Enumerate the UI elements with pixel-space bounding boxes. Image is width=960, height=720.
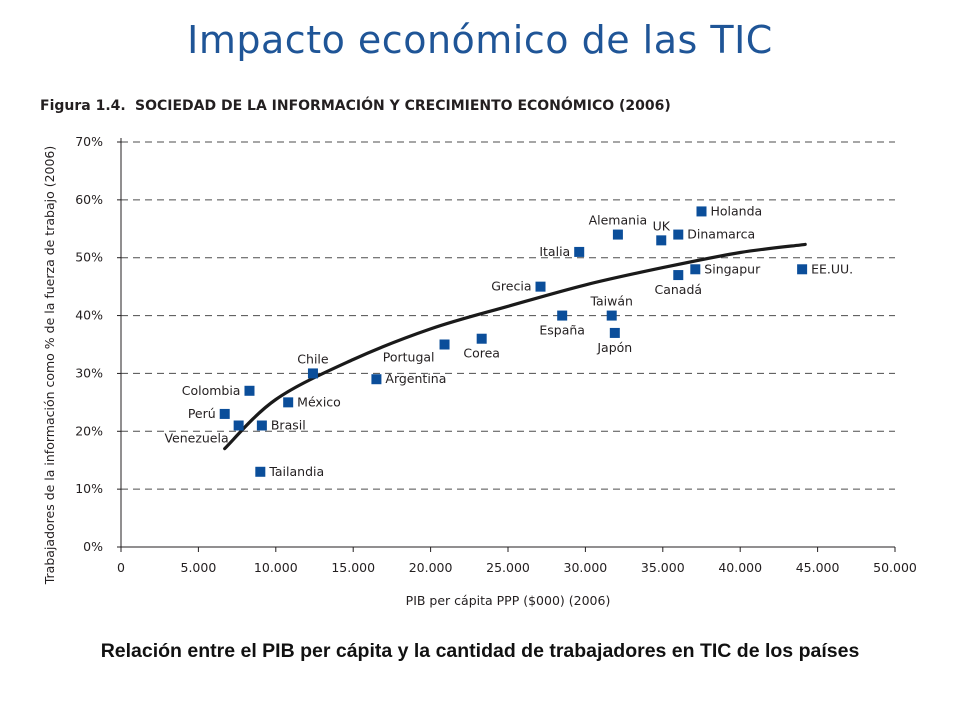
data-point bbox=[574, 246, 585, 257]
point-label: Alemania bbox=[589, 213, 648, 228]
data-point bbox=[307, 368, 318, 379]
x-tick-label: 40.000 bbox=[718, 560, 762, 575]
x-tick-label: 0 bbox=[117, 560, 125, 575]
scatter-chart: Figura 1.4. SOCIEDAD DE LA INFORMACIÓN Y… bbox=[0, 80, 960, 620]
data-point bbox=[255, 466, 266, 477]
y-tick-label: 30% bbox=[75, 365, 103, 380]
x-tick-label: 30.000 bbox=[564, 560, 608, 575]
gridlines bbox=[121, 141, 895, 490]
y-tick-label: 10% bbox=[75, 481, 103, 496]
y-tick-label: 70% bbox=[75, 134, 103, 149]
data-point bbox=[797, 264, 808, 275]
data-point bbox=[673, 229, 684, 240]
data-points bbox=[219, 206, 808, 477]
point-label: Tailandia bbox=[268, 464, 324, 479]
x-axis-title: PIB per cápita PPP ($000) (2006) bbox=[406, 593, 611, 608]
y-tick-label: 40% bbox=[75, 308, 103, 323]
data-point bbox=[696, 206, 707, 217]
data-point bbox=[656, 235, 667, 246]
x-tick-label: 5.000 bbox=[181, 560, 217, 575]
axes: 0% 10% 20% 30% 40% 50% 60% 70% 0 5.000 10.000 15.00… bbox=[75, 134, 917, 575]
data-point bbox=[612, 229, 623, 240]
trend-curve-path bbox=[223, 242, 807, 451]
x-tick-label: 20.000 bbox=[409, 560, 453, 575]
x-tick-label: 35.000 bbox=[641, 560, 685, 575]
x-tick-label: 45.000 bbox=[796, 560, 840, 575]
y-tick-label: 60% bbox=[75, 192, 103, 207]
data-point bbox=[690, 264, 701, 275]
data-point bbox=[233, 420, 244, 431]
data-point bbox=[256, 420, 267, 431]
x-tick-label: 25.000 bbox=[486, 560, 530, 575]
point-label: Singapur bbox=[704, 261, 761, 276]
slide-caption: Relación entre el PIB per cápita y la ca… bbox=[100, 640, 860, 662]
point-label: Grecia bbox=[491, 279, 531, 294]
point-label: Portugal bbox=[383, 350, 435, 365]
chart-title: SOCIEDAD DE LA INFORMACIÓN Y CRECIMIENTO… bbox=[135, 96, 671, 114]
point-label: Italia bbox=[539, 244, 570, 259]
data-point bbox=[283, 397, 294, 408]
figure-number: Figura 1.4. bbox=[40, 98, 126, 114]
point-label: EE.UU. bbox=[811, 261, 853, 276]
point-label: Perú bbox=[188, 406, 216, 421]
data-point bbox=[673, 270, 684, 281]
point-label: Holanda bbox=[711, 203, 763, 218]
y-axis-title: Trabajadores de la información como % de… bbox=[42, 146, 57, 586]
y-tick-label: 0% bbox=[83, 539, 103, 554]
point-label: Japón bbox=[596, 340, 632, 355]
point-label: México bbox=[297, 394, 341, 409]
x-tick-label: 10.000 bbox=[254, 560, 298, 575]
trend-curve bbox=[223, 242, 807, 451]
point-label: Canadá bbox=[654, 282, 702, 297]
data-point bbox=[476, 333, 487, 344]
point-label: Chile bbox=[297, 351, 329, 366]
point-label: Argentina bbox=[385, 371, 446, 386]
slide-title: Impacto económico de las TIC bbox=[187, 18, 773, 62]
y-tick-label: 20% bbox=[75, 423, 103, 438]
data-point bbox=[535, 281, 546, 292]
y-tick-label: 50% bbox=[75, 250, 103, 265]
x-tick-label: 50.000 bbox=[873, 560, 917, 575]
point-label: UK bbox=[653, 218, 671, 233]
point-label: Brasil bbox=[271, 418, 306, 433]
point-label: Corea bbox=[463, 346, 500, 361]
data-point bbox=[244, 385, 255, 396]
data-point bbox=[609, 327, 620, 338]
point-label: Dinamarca bbox=[687, 227, 755, 242]
point-labels: Perú Venezuela Colombia Brasil Tailandia Méxi… bbox=[164, 203, 853, 478]
data-point bbox=[371, 374, 382, 385]
point-label: España bbox=[539, 323, 585, 338]
x-tick-label: 15.000 bbox=[331, 560, 375, 575]
point-label: Taiwán bbox=[589, 294, 633, 309]
data-point bbox=[606, 310, 617, 321]
chart-svg: Figura 1.4. SOCIEDAD DE LA INFORMACIÓN Y… bbox=[40, 96, 917, 608]
data-point bbox=[219, 408, 230, 419]
point-label: Venezuela bbox=[164, 431, 228, 446]
data-point bbox=[439, 339, 450, 350]
data-point bbox=[557, 310, 568, 321]
point-label: Colombia bbox=[182, 383, 241, 398]
